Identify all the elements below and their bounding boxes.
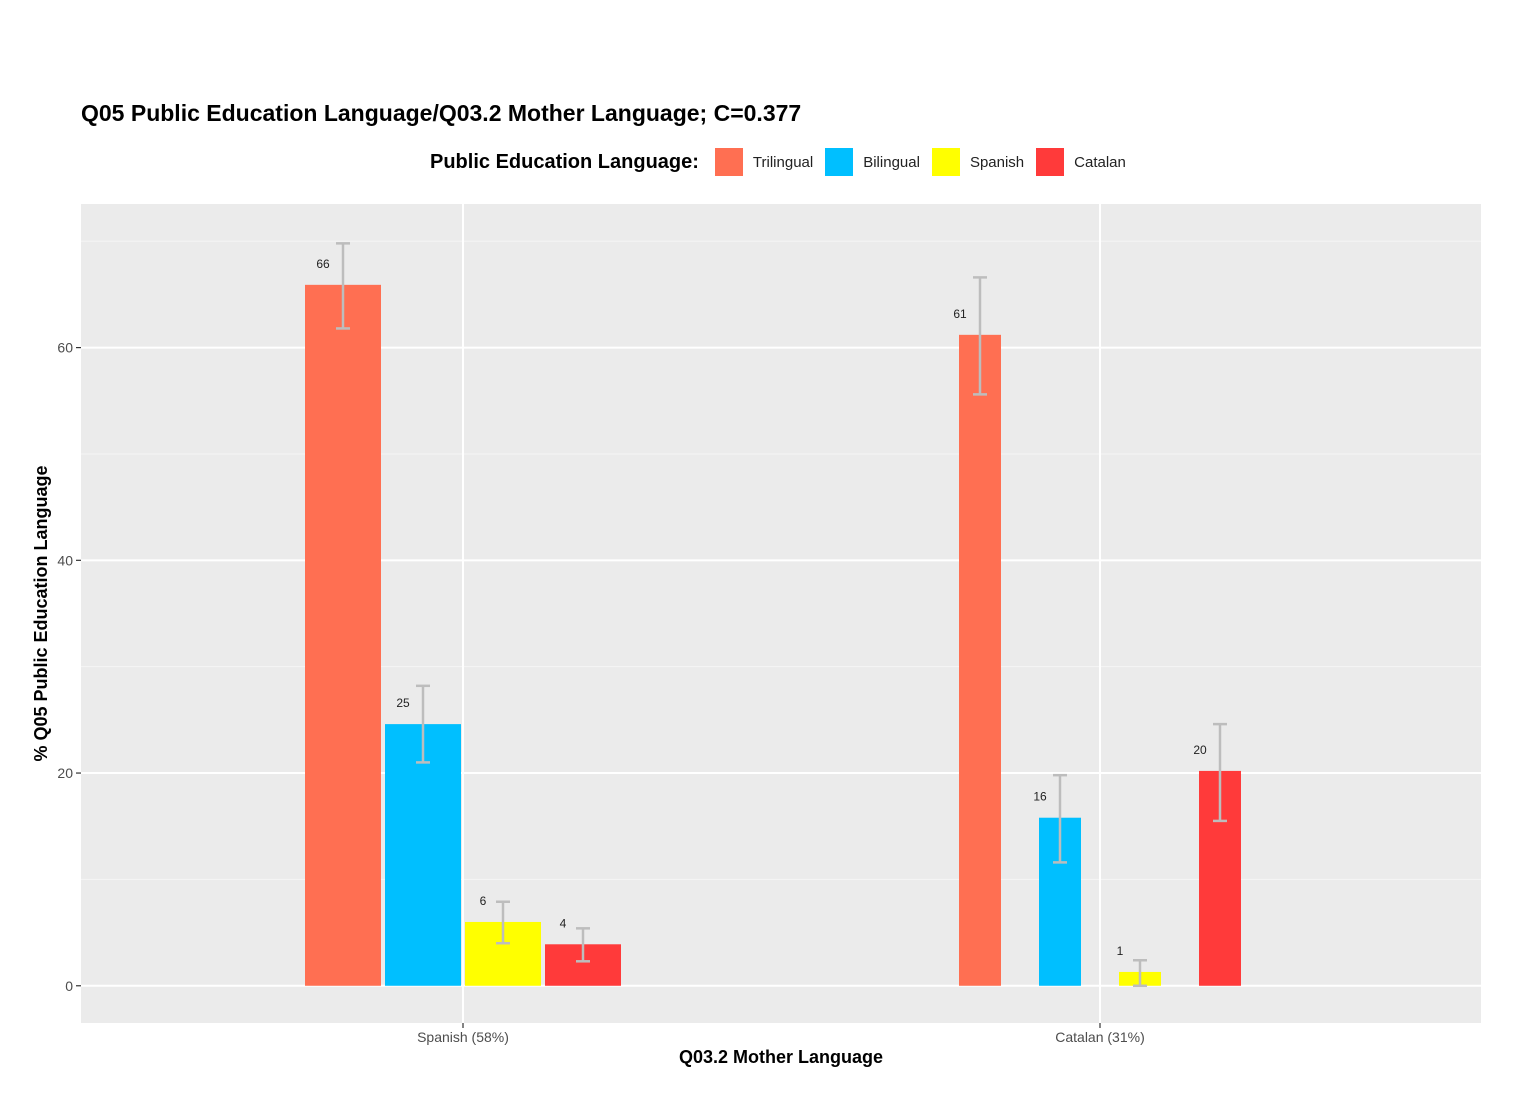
y-tick-label: 20 [57, 765, 73, 781]
data-label: 20 [1193, 743, 1207, 757]
data-label: 6 [480, 894, 487, 908]
legend-swatch-bilingual [825, 148, 854, 176]
data-label: 16 [1033, 790, 1047, 804]
legend-item-catalan: Catalan [1036, 148, 1126, 176]
legend-title: Public Education Language: [430, 150, 699, 173]
legend: Public Education Language: Trilingual Bi… [430, 147, 1138, 177]
x-tick-label: Spanish (58%) [417, 1029, 509, 1045]
x-axis-title: Q03.2 Mother Language [679, 1047, 883, 1067]
legend-item-spanish: Spanish [931, 148, 1025, 176]
plot-panel [81, 204, 1481, 1023]
legend-label-spanish: Spanish [969, 153, 1025, 171]
bar-bilingual-0 [385, 724, 461, 986]
x-tick-label: Catalan (31%) [1055, 1029, 1145, 1045]
legend-item-bilingual: Bilingual [825, 148, 920, 176]
legend-label-catalan: Catalan [1074, 153, 1126, 171]
chart-title: Q05 Public Education Language/Q03.2 Moth… [81, 100, 802, 126]
y-axis-title: % Q05 Public Education Language [31, 465, 51, 761]
legend-label-bilingual: Bilingual [863, 153, 920, 171]
data-label: 61 [953, 307, 967, 321]
legend-item-trilingual: Trilingual [714, 148, 814, 176]
data-label: 25 [396, 696, 410, 710]
legend-swatch-catalan [1036, 148, 1065, 176]
y-tick-label: 0 [65, 978, 73, 994]
data-label: 1 [1117, 944, 1124, 958]
bar-trilingual-1 [959, 334, 1001, 986]
legend-swatch-spanish [931, 148, 960, 176]
bar-trilingual-0 [305, 284, 381, 986]
y-tick-label: 40 [57, 552, 73, 568]
y-tick-label: 60 [57, 340, 73, 356]
data-label: 66 [316, 257, 330, 271]
legend-swatch-trilingual [714, 148, 743, 176]
legend-label-trilingual: Trilingual [752, 153, 814, 171]
data-label: 4 [560, 916, 567, 930]
